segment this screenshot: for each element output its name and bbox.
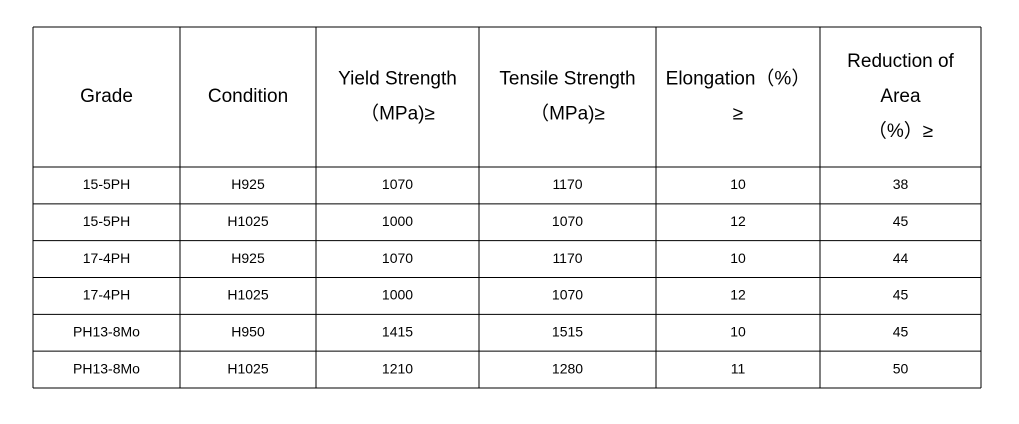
table-cell: H1025 [227, 213, 268, 229]
table-cell: 1070 [552, 213, 583, 229]
table-cell: 12 [730, 213, 746, 229]
table-cell: 1415 [382, 323, 413, 339]
table-cell: 11 [731, 360, 746, 376]
table-cell: 45 [893, 287, 909, 303]
table-cell: 45 [893, 323, 909, 339]
header-cell: Reduction of [847, 51, 954, 72]
table-cell: 15-5PH [83, 176, 130, 192]
table-cell: 17-4PH [83, 250, 130, 266]
header-cell: （MPa)≥ [530, 103, 605, 125]
table-cell: 45 [893, 213, 909, 229]
table-cell: 1280 [552, 360, 583, 376]
table-cell: 44 [893, 250, 909, 266]
table-cell: 10 [730, 323, 746, 339]
header-cell: ≥ [733, 104, 743, 125]
header-cell: Yield Strength [338, 69, 457, 90]
header-cell: Area [880, 86, 921, 107]
table-cell: 1170 [552, 176, 582, 192]
table-cell: PH13-8Mo [73, 360, 140, 376]
header-cell: Elongation（%） [666, 68, 811, 90]
table-cell: 1515 [552, 323, 583, 339]
table-cell: 10 [730, 176, 746, 192]
table-cell: H925 [231, 176, 265, 192]
table-cell: 1170 [552, 250, 582, 266]
table-cell: 12 [730, 287, 746, 303]
header-cell: （%）≥ [868, 120, 933, 142]
table-cell: H925 [231, 250, 265, 266]
table-cell: 1070 [552, 287, 583, 303]
table-cell: 15-5PH [83, 213, 130, 229]
table-cell: 1070 [382, 176, 413, 192]
table-cell: 17-4PH [83, 287, 130, 303]
header-cell: Condition [208, 86, 288, 107]
table-cell: 50 [893, 360, 909, 376]
table-cell: H950 [231, 323, 265, 339]
table-cell: 38 [893, 176, 909, 192]
table-cell: H1025 [227, 287, 268, 303]
table-cell: PH13-8Mo [73, 323, 140, 339]
table-cell: 1210 [382, 360, 413, 376]
table-cell: 1000 [382, 213, 413, 229]
table-cell: 1070 [382, 250, 413, 266]
table-cell: 10 [730, 250, 746, 266]
header-cell: Grade [80, 86, 133, 107]
table-cell: H1025 [227, 360, 268, 376]
header-cell: Tensile Strength [499, 69, 635, 90]
table-cell: 1000 [382, 287, 413, 303]
header-cell: （MPa)≥ [360, 103, 435, 125]
